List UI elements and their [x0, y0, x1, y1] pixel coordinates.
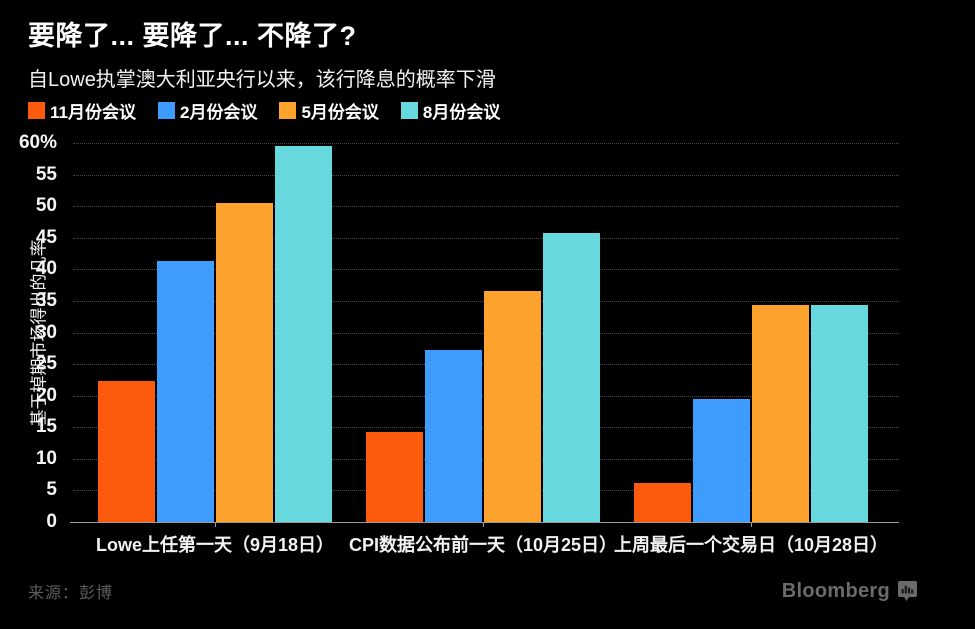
x-axis-tick-0	[215, 522, 216, 527]
x-axis-tick-2	[751, 522, 752, 527]
bloomberg-logo: Bloomberg	[782, 580, 918, 603]
y-tick-label-0: 0	[46, 511, 57, 532]
y-tick-label-30: 30	[35, 321, 57, 343]
chart-legend: 11月份会议 2月份会议 5月份会议 8月份会议	[28, 98, 500, 123]
bar-11月份会议	[634, 482, 691, 522]
bar-5月份会议	[752, 305, 809, 522]
legend-item-3: 8月份会议	[400, 98, 501, 123]
legend-item-0: 11月份会议	[28, 98, 136, 123]
bloomberg-wordmark: Bloomberg	[781, 579, 890, 602]
bar-groups: Lowe上任第一天（9月18日） CPI数据公布前一天（10月25日） 上周最后一个…	[70, 143, 899, 555]
y-tick-label-60: 60%	[18, 132, 57, 153]
legend-item-label: 5月份会议	[301, 103, 379, 122]
legend-swatch-square	[28, 102, 45, 119]
y-tick-label-15: 15	[35, 416, 57, 438]
gridline-50	[73, 206, 899, 208]
y-tick-label-45: 45	[35, 226, 57, 248]
source-label: 来源：彭博	[28, 585, 114, 602]
x-axis-tick-1	[483, 522, 484, 527]
legend-item-label: 2月份会议	[179, 103, 258, 122]
bar-2月份会议	[693, 398, 750, 522]
legend-item-2: 5月份会议	[279, 98, 379, 123]
y-tick-label-20: 20	[35, 384, 57, 406]
bar-group-1: CPI数据公布前一天（10月25日）	[349, 143, 617, 555]
y-tick-label-50: 50	[35, 195, 57, 217]
bar-5月份会议	[216, 203, 273, 522]
legend-item-label: 11月份会议	[50, 103, 136, 122]
y-tick-label-25: 25	[35, 353, 57, 375]
gridline-40	[73, 269, 899, 271]
bar-2月份会议	[425, 349, 482, 522]
y-tick-label-5: 5	[46, 479, 57, 501]
legend-swatch-square	[157, 102, 175, 119]
bar-5月份会议	[484, 290, 541, 522]
bar-8月份会议	[275, 146, 332, 522]
plot-area: 0 5 10 15 20 25 30 35 40 45 50 55 60% Lowe上任第一天（9月18…	[19, 132, 899, 555]
chart-subtitle: 自Lowe执掌澳大利亚央行以来，该行降息的概率下滑	[28, 69, 496, 91]
x-axis-category-label: CPI数据公布前一天（10月25日）	[348, 535, 618, 555]
bar-group-0: Lowe上任第一天（9月18日）	[96, 143, 334, 555]
bar-2月份会议	[157, 260, 214, 522]
x-axis-category-label: 上周最后一个交易日（10月28日）	[613, 535, 889, 555]
y-tick-label-55: 55	[35, 163, 57, 185]
x-axis-category-label: Lowe上任第一天（9月18日）	[95, 535, 335, 555]
legend-item-label: 8月份会议	[422, 103, 501, 122]
footer: 来源：彭博 Bloomberg	[0, 579, 975, 603]
y-tick-label-10: 10	[35, 447, 57, 469]
chart-title: 要降了... 要降了... 不降了?	[28, 21, 357, 51]
y-tick-label-40: 40	[35, 258, 57, 280]
legend-swatch-square	[279, 102, 297, 119]
legend-swatch-square	[400, 102, 418, 119]
bar-group-2: 上周最后一个交易日（10月28日）	[614, 143, 888, 555]
gridline-60	[73, 143, 899, 144]
bar-11月份会议	[98, 381, 155, 522]
bar-8月份会议	[811, 305, 868, 522]
gridline-45	[73, 237, 899, 239]
gridline-55	[73, 174, 899, 176]
bar-11月份会议	[366, 431, 423, 522]
bar-8月份会议	[543, 232, 600, 522]
y-tick-label-35: 35	[35, 289, 57, 311]
legend-item-1: 2月份会议	[157, 98, 258, 123]
bloomberg-terminal-icon	[898, 581, 917, 601]
